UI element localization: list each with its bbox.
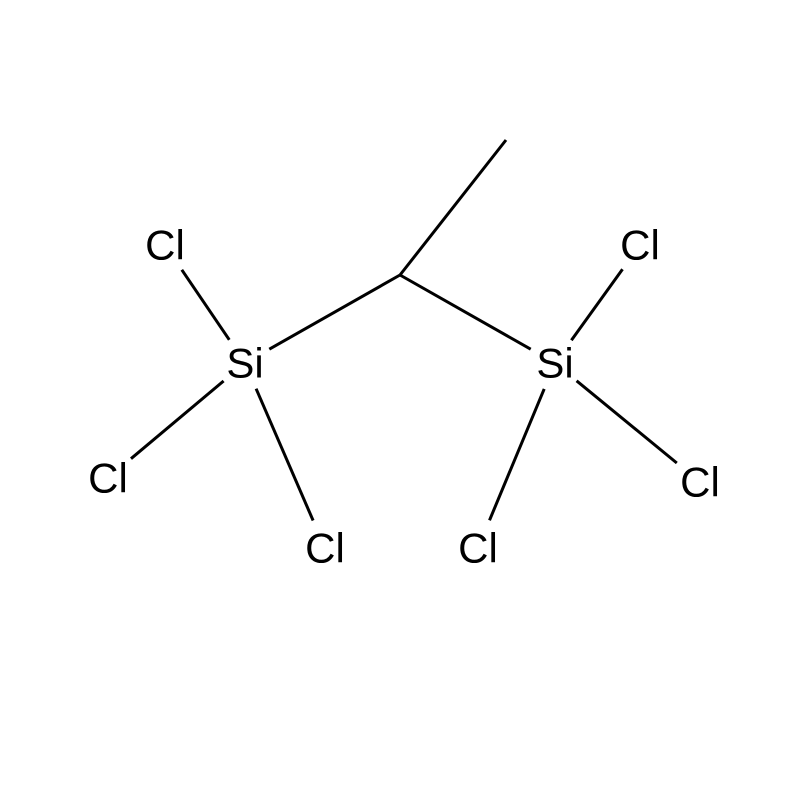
atom-label-cl: Cl: [680, 459, 720, 506]
bond: [269, 275, 400, 349]
bond: [131, 381, 224, 459]
bonds-group: [131, 140, 677, 521]
atom-label-cl: Cl: [305, 525, 345, 572]
bond: [577, 381, 677, 463]
molecule-diagram: Si Si Cl Cl Cl Cl Cl Cl: [0, 0, 800, 800]
bond: [256, 389, 313, 521]
bond: [400, 275, 531, 349]
bond: [182, 270, 230, 340]
atom-label-si: Si: [536, 340, 573, 387]
atom-label-cl: Cl: [88, 455, 128, 502]
atom-label-cl: Cl: [458, 525, 498, 572]
bond: [400, 140, 506, 275]
atom-label-si: Si: [226, 340, 263, 387]
bond: [571, 269, 622, 340]
atom-label-cl: Cl: [620, 222, 660, 269]
atom-label-cl: Cl: [145, 222, 185, 269]
bond: [490, 389, 545, 520]
